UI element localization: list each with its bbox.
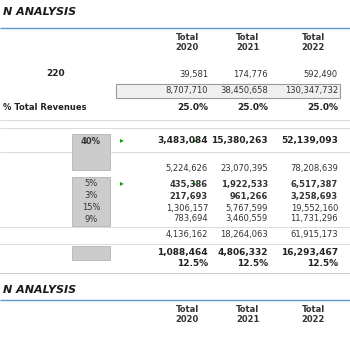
Text: 5,767,599: 5,767,599 (226, 203, 268, 212)
Text: 61,915,173: 61,915,173 (290, 231, 338, 239)
Text: ▸: ▸ (120, 178, 124, 188)
Text: 11,731,296: 11,731,296 (290, 215, 338, 224)
Bar (72, 246, 110, 260)
Text: 4,806,332: 4,806,332 (217, 248, 268, 258)
Text: Total
2021: Total 2021 (236, 33, 260, 52)
Text: 3,483,084: 3,483,084 (158, 136, 208, 146)
Text: 5%: 5% (84, 180, 98, 189)
Text: 16,293,467: 16,293,467 (281, 248, 338, 258)
Text: 40%: 40% (81, 136, 101, 146)
Text: 15%: 15% (82, 203, 100, 212)
Text: 5,224,626: 5,224,626 (166, 164, 208, 174)
Text: 3%: 3% (84, 191, 98, 201)
Text: 52,139,093: 52,139,093 (281, 136, 338, 146)
Bar (116, 84, 340, 98)
Text: 9%: 9% (84, 215, 98, 224)
Text: 8,707,710: 8,707,710 (166, 86, 208, 96)
Text: 1,922,533: 1,922,533 (221, 180, 268, 189)
Text: 220: 220 (46, 70, 65, 78)
Text: 12.5%: 12.5% (307, 259, 338, 268)
Text: 78,208,639: 78,208,639 (290, 164, 338, 174)
Text: ▸: ▸ (120, 135, 124, 145)
Text: 18,264,063: 18,264,063 (220, 231, 268, 239)
Text: Total
2020: Total 2020 (175, 33, 199, 52)
Text: 1,306,157: 1,306,157 (166, 203, 208, 212)
Text: N ANALYSIS: N ANALYSIS (3, 285, 76, 295)
Text: Total
2020: Total 2020 (175, 305, 199, 324)
Text: ▸: ▸ (193, 178, 197, 188)
Text: 39,581: 39,581 (179, 70, 208, 78)
Text: 23,070,395: 23,070,395 (220, 164, 268, 174)
Text: 174,776: 174,776 (233, 70, 268, 78)
Text: 961,266: 961,266 (230, 191, 268, 201)
Text: 435,386: 435,386 (170, 180, 208, 189)
Bar (72, 134, 110, 170)
Bar (72, 177, 110, 226)
Text: 130,347,732: 130,347,732 (285, 86, 338, 96)
Text: 592,490: 592,490 (304, 70, 338, 78)
Text: N ANALYSIS: N ANALYSIS (3, 7, 76, 17)
Text: ▸: ▸ (193, 135, 197, 145)
Text: 25.0%: 25.0% (237, 104, 268, 112)
Text: 1,088,464: 1,088,464 (158, 248, 208, 258)
Text: 4,136,162: 4,136,162 (166, 231, 208, 239)
Text: 19,552,160: 19,552,160 (290, 203, 338, 212)
Text: 38,450,658: 38,450,658 (220, 86, 268, 96)
Text: 3,258,693: 3,258,693 (291, 191, 338, 201)
Text: 6,517,387: 6,517,387 (291, 180, 338, 189)
Text: 3,460,559: 3,460,559 (226, 215, 268, 224)
Text: 217,693: 217,693 (170, 191, 208, 201)
Text: Total
2021: Total 2021 (236, 305, 260, 324)
Text: 12.5%: 12.5% (177, 259, 208, 268)
Text: 12.5%: 12.5% (237, 259, 268, 268)
Text: 15,380,263: 15,380,263 (211, 136, 268, 146)
Text: Total
2022: Total 2022 (301, 33, 325, 52)
Text: Total
2022: Total 2022 (301, 305, 325, 324)
Text: % Total Revenues: % Total Revenues (3, 104, 86, 112)
Text: 25.0%: 25.0% (307, 104, 338, 112)
Text: 25.0%: 25.0% (177, 104, 208, 112)
Text: 783,694: 783,694 (173, 215, 208, 224)
